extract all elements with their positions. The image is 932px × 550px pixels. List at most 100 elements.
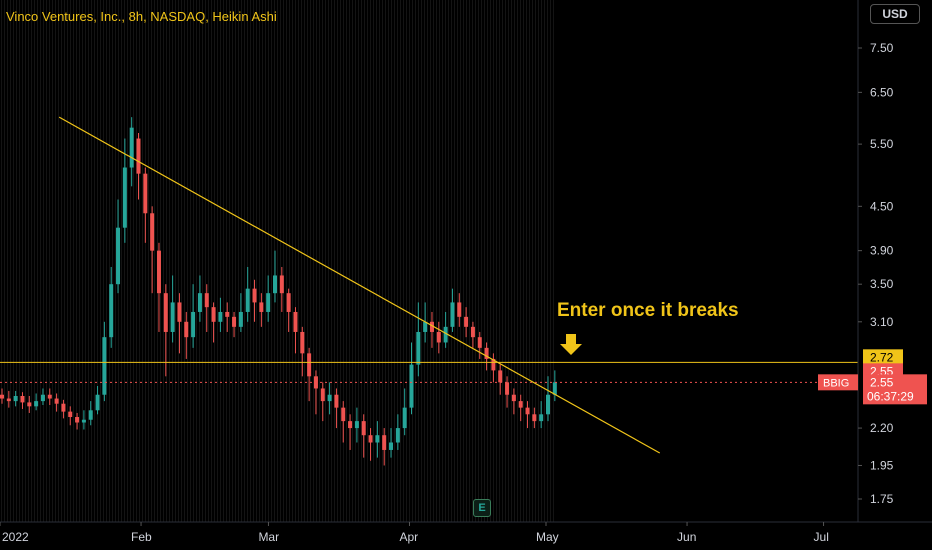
session-stripe (295, 0, 296, 522)
session-stripe (394, 0, 395, 522)
session-stripe (88, 0, 89, 522)
session-stripe (220, 0, 221, 522)
session-stripe (10, 0, 11, 522)
candle-body (177, 302, 182, 322)
candle-body (184, 321, 189, 338)
session-stripe (541, 0, 542, 522)
session-stripe (247, 0, 248, 522)
candle-body (320, 388, 325, 402)
session-stripe (343, 0, 344, 522)
session-stripe (463, 0, 464, 522)
candle-body (122, 167, 127, 228)
session-stripe (364, 0, 365, 522)
session-stripe (517, 0, 518, 522)
time-tick-label: May (536, 530, 559, 544)
candle-body (368, 435, 373, 443)
candlestick-series (0, 117, 557, 466)
candle-body (279, 275, 284, 294)
session-stripe (82, 0, 83, 522)
time-tick-labels: 2022 Feb Mar Apr May Jun Jul (0, 522, 829, 544)
session-stripe (46, 0, 47, 522)
candle-body (225, 311, 230, 317)
session-stripe (520, 0, 521, 522)
candle-body (498, 370, 503, 383)
session-stripe (139, 0, 140, 522)
session-stripe (331, 0, 332, 522)
session-stripe (103, 0, 104, 522)
session-stripe (442, 0, 443, 522)
chart-title: Vinco Ventures, Inc., 8h, NASDAQ, Heikin… (6, 9, 277, 24)
session-stripe (415, 0, 416, 522)
session-stripe (268, 0, 269, 522)
candle-body (20, 395, 25, 403)
session-stripe (502, 0, 503, 522)
candle-body (382, 435, 387, 450)
candle-body (218, 311, 223, 322)
candle-body (443, 326, 448, 343)
time-axis[interactable] (0, 522, 932, 550)
session-stripe (79, 0, 80, 522)
session-stripe (523, 0, 524, 522)
currency-button[interactable]: USD (870, 4, 920, 24)
trendline[interactable] (58, 116, 661, 454)
session-stripe (451, 0, 452, 522)
candle-body (546, 394, 550, 415)
candle-body (457, 302, 462, 317)
candle-body (436, 331, 441, 343)
candle-body (34, 401, 39, 407)
price-axis[interactable] (858, 0, 932, 522)
session-stripe (130, 0, 131, 522)
candle-body (354, 421, 359, 429)
session-stripe (376, 0, 377, 522)
session-stripe (13, 0, 14, 522)
session-stripe (259, 0, 260, 522)
session-stripe (526, 0, 527, 522)
session-background (1, 0, 554, 522)
session-stripe (418, 0, 419, 522)
session-stripe (196, 0, 197, 522)
session-stripe (109, 0, 110, 522)
session-stripe (322, 0, 323, 522)
session-stripe (262, 0, 263, 522)
session-stripe (22, 0, 23, 522)
session-stripe (193, 0, 194, 522)
price-tick-labels: 7.50 6.50 5.50 4.50 3.90 3.50 3.10 2.20 1.95 1.75 (858, 41, 894, 506)
session-stripe (184, 0, 185, 522)
candle-body (204, 293, 209, 308)
candle-body (402, 407, 407, 429)
session-stripe (163, 0, 164, 522)
candle-body (511, 394, 516, 402)
earnings-marker[interactable]: E (473, 499, 491, 517)
candle-body (197, 293, 202, 312)
time-tick-label: Jun (677, 530, 696, 544)
candle-body (286, 293, 291, 312)
last-price-label: 2.55 (870, 375, 894, 389)
candle-body (47, 394, 52, 399)
arrow-down-icon (560, 334, 582, 355)
session-stripe (472, 0, 473, 522)
session-stripe (358, 0, 359, 522)
session-stripe (424, 0, 425, 522)
session-stripe (97, 0, 98, 522)
symbol-tag (818, 374, 858, 391)
candle-body (293, 311, 298, 332)
session-stripe (403, 0, 404, 522)
session-stripe (136, 0, 137, 522)
session-stripe (256, 0, 257, 522)
session-stripe (469, 0, 470, 522)
session-stripe (313, 0, 314, 522)
time-tick-label: Mar (258, 530, 279, 544)
candle-body (259, 302, 264, 312)
session-stripe (535, 0, 536, 522)
candle-body (429, 321, 434, 332)
annotation-text[interactable]: Enter once it breaks (557, 300, 739, 321)
session-stripe (214, 0, 215, 522)
session-stripe (439, 0, 440, 522)
session-stripe (187, 0, 188, 522)
candle-body (232, 316, 237, 327)
level-price-label: 2.72 (870, 350, 894, 364)
session-stripe (271, 0, 272, 522)
candle-body (389, 442, 394, 450)
session-stripe (436, 0, 437, 522)
